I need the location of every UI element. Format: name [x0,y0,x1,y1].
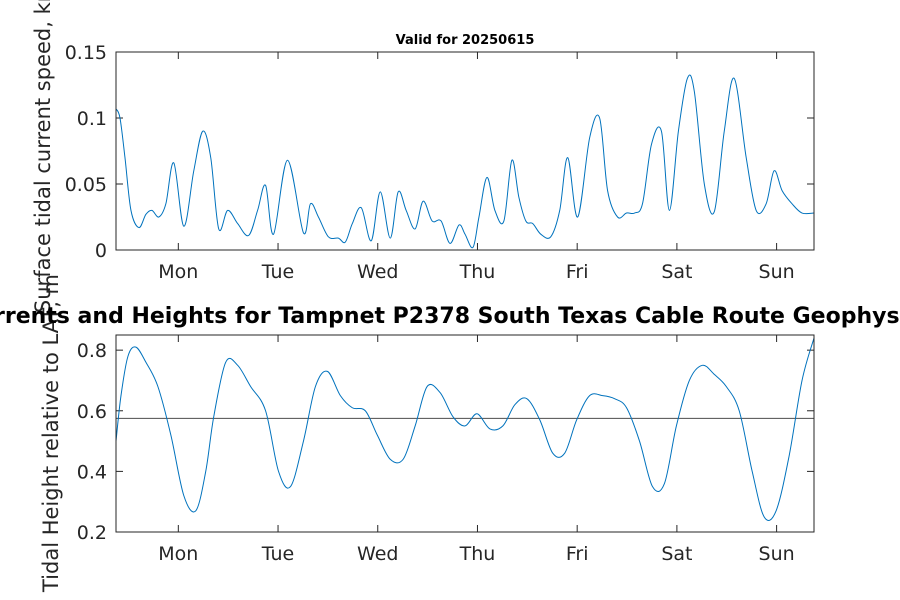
current-speed-axes-box [115,51,815,251]
current-speed-x-tick-label: Fri [566,261,589,283]
tidal-height-y-tick-label: 0.8 [77,340,107,362]
tidal-height-series-line [115,337,815,521]
tidal-height-y-tick-labels: 0.2 0.4 0.6 0.8 [77,340,107,544]
tidal-height-x-tick-label: Thu [459,543,496,565]
tidal-height-x-tick-label: Wed [357,543,398,565]
current-speed-x-tick-label: Tue [261,261,294,283]
current-speed-y-tick-label: 0.15 [65,42,107,64]
tidal-height-x-tick-label: Mon [158,543,198,565]
current-speed-x-tick-label: Mon [158,261,198,283]
current-speed-y-axis-label: Surface tidal current speed, kn [31,0,55,313]
current-speed-y-tick-label: 0.05 [65,174,107,196]
tidal-height-axes-box [115,334,815,533]
current-speed-x-tick-labels: Mon Tue Wed Thu Fri Sat Sun [158,261,794,283]
current-speed-x-tick-label: Sun [759,261,795,283]
current-speed-series-line [115,74,815,249]
tidal-height-y-axis-label: Tidal Height relative to LAT, m [39,274,63,593]
current-speed-plot-area [116,52,814,250]
tidal-height-plot-area [116,335,814,532]
tidal-height-y-tick-label: 0.4 [77,461,107,483]
tidal-height-panel: Mon Tue Wed Thu Fri Sat Sun 0.2 0.4 0.6 0.8 Tidal… [0,274,900,593]
figure-title: Tidal Currents and Heights for Tampnet P… [0,304,900,329]
tidal-height-x-tick-label: Sat [661,543,692,565]
tidal-height-x-tick-label: Tue [261,543,294,565]
tidal-height-y-tick-label: 0.2 [77,522,107,544]
tidal-height-y-tick-label: 0.6 [77,401,107,423]
tidal-height-x-tick-label: Sun [759,543,795,565]
tidal-height-x-tick-labels: Mon Tue Wed Thu Fri Sat Sun [158,543,794,565]
tidal-height-x-tick-label: Fri [566,543,589,565]
current-speed-title: Valid for 20250615 [396,33,535,48]
current-speed-y-tick-label: 0 [95,240,107,262]
current-speed-x-tick-label: Sat [661,261,692,283]
current-speed-x-tick-label: Wed [357,261,398,283]
current-speed-x-tick-label: Thu [459,261,496,283]
current-speed-y-tick-label: 0.1 [77,108,107,130]
current-speed-panel: Mon Tue Wed Thu Fri Sat Sun 0 0.05 0.1 0.15 Valid… [31,0,815,313]
current-speed-y-tick-labels: 0 0.05 0.1 0.15 [65,42,107,262]
